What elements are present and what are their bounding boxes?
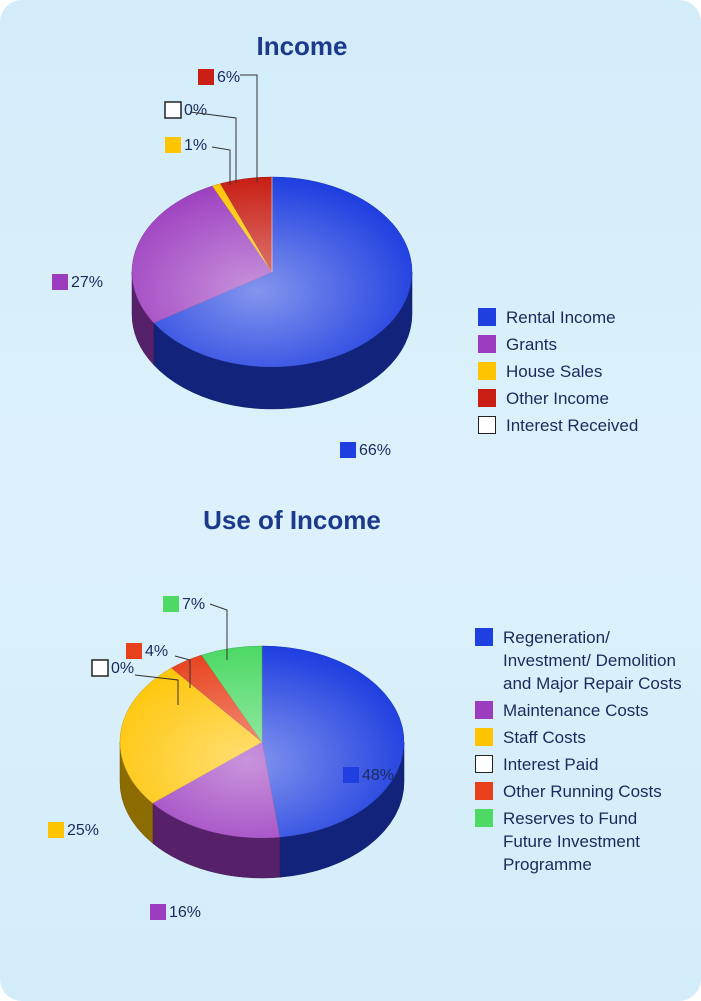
label-swatch <box>343 767 359 783</box>
leader-line <box>240 74 258 182</box>
label-swatch <box>163 596 179 612</box>
value-label: 0% <box>184 102 207 119</box>
legend-item: Staff Costs <box>475 726 690 749</box>
legend: Regeneration/ Investment/ Demolition and… <box>475 626 690 876</box>
pie-shine <box>120 646 404 838</box>
legend-item: Rental Income <box>478 306 688 329</box>
legend-label: House Sales <box>506 362 603 381</box>
legend-item: House Sales <box>478 360 688 383</box>
pie-shine <box>132 177 412 367</box>
value-label: 7% <box>182 596 205 613</box>
legend-item: Other Income <box>478 387 688 410</box>
legend-item: Interest Paid <box>475 753 690 776</box>
leader-line <box>211 146 231 185</box>
leader-line <box>174 655 191 688</box>
leader-line <box>134 674 179 705</box>
legend-label: Reserves to Fund Future Investment Progr… <box>503 809 641 874</box>
legend-label: Other Income <box>506 389 609 408</box>
chart-title: Income <box>256 31 347 61</box>
legend-swatch <box>478 389 496 407</box>
label-swatch <box>165 137 181 153</box>
legend-swatch <box>478 335 496 353</box>
legend-swatch <box>475 755 493 773</box>
chart-title: Use of Income <box>203 505 381 535</box>
legend-item: Regeneration/ Investment/ Demolition and… <box>475 626 690 695</box>
value-label: 6% <box>217 69 240 86</box>
leader-line <box>189 111 237 183</box>
value-label: 0% <box>111 660 134 677</box>
legend-label: Rental Income <box>506 308 616 327</box>
legend-label: Staff Costs <box>503 728 586 747</box>
value-label: 27% <box>71 274 103 291</box>
label-swatch <box>48 822 64 838</box>
legend-label: Maintenance Costs <box>503 701 649 720</box>
legend-item: Other Running Costs <box>475 780 690 803</box>
legend-label: Other Running Costs <box>503 782 662 801</box>
legend-item: Interest Received <box>478 414 688 437</box>
legend-label: Regeneration/ Investment/ Demolition and… <box>503 628 682 693</box>
value-label: 48% <box>362 767 394 784</box>
legend-item: Reserves to Fund Future Investment Progr… <box>475 807 690 876</box>
value-label: 1% <box>184 137 207 154</box>
value-label: 25% <box>67 822 99 839</box>
legend-label: Grants <box>506 335 558 354</box>
label-swatch <box>198 69 214 85</box>
label-swatch <box>52 274 68 290</box>
value-label: 4% <box>145 643 168 660</box>
legend-swatch <box>478 362 496 380</box>
value-label: 16% <box>169 904 201 921</box>
legend-swatch <box>475 628 493 646</box>
legend: Rental Income Grants House Sales Other Inco… <box>478 306 688 437</box>
legend-swatch <box>478 308 496 326</box>
legend-label: Interest Paid <box>503 755 599 774</box>
legend-swatch <box>475 701 493 719</box>
value-label: 66% <box>359 442 391 459</box>
legend-swatch <box>475 809 493 827</box>
leader-line <box>209 603 228 660</box>
label-swatch <box>340 442 356 458</box>
label-swatch <box>164 101 182 119</box>
label-swatch <box>126 643 142 659</box>
legend-item: Grants <box>478 333 688 356</box>
legend-swatch <box>478 416 496 434</box>
label-swatch <box>150 904 166 920</box>
legend-item: Maintenance Costs <box>475 699 690 722</box>
legend-swatch <box>475 782 493 800</box>
label-swatch <box>91 659 109 677</box>
legend-label: Interest Received <box>506 416 639 435</box>
legend-swatch <box>475 728 493 746</box>
